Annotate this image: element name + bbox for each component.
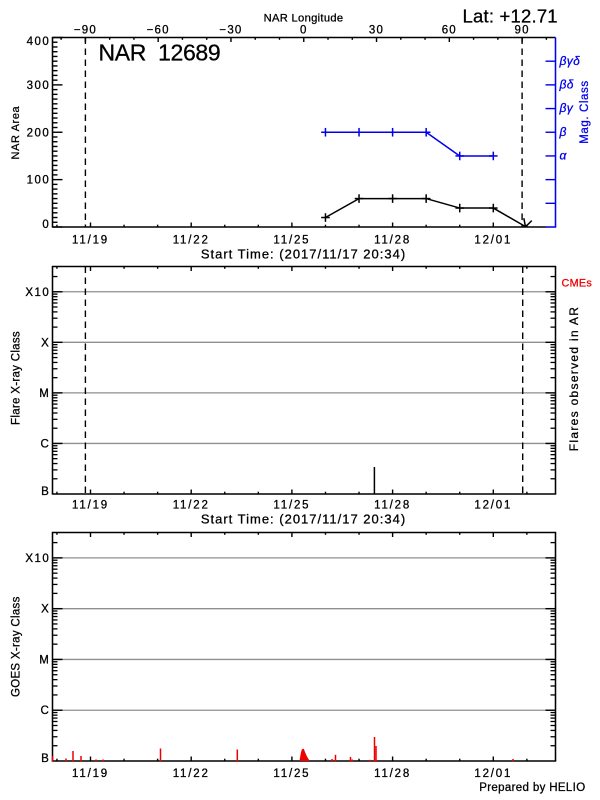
svg-text:Flares observed in AR: Flares observed in AR <box>567 306 581 451</box>
svg-text:11/25: 11/25 <box>273 234 310 246</box>
svg-text:−90: −90 <box>74 24 97 36</box>
svg-text:11/28: 11/28 <box>374 499 411 511</box>
svg-text:X10: X10 <box>25 553 50 565</box>
svg-text:12/01: 12/01 <box>474 234 512 246</box>
svg-text:X: X <box>41 604 50 616</box>
svg-text:M: M <box>39 388 50 400</box>
svg-text:−60: −60 <box>147 24 170 36</box>
svg-text:C: C <box>40 705 50 717</box>
svg-text:Lat: +12.71: Lat: +12.71 <box>463 6 558 27</box>
svg-text:M: M <box>39 654 50 666</box>
svg-text:C: C <box>40 438 50 450</box>
svg-text:B: B <box>41 486 50 498</box>
svg-text:100: 100 <box>27 175 51 187</box>
svg-text:11/22: 11/22 <box>173 499 210 511</box>
svg-text:NAR Longitude: NAR Longitude <box>264 13 344 25</box>
svg-text:60: 60 <box>442 24 457 36</box>
svg-text:NAR Area: NAR Area <box>10 105 22 159</box>
svg-text:Start Time: (2017/11/17 20:34): Start Time: (2017/11/17 20:34) <box>201 247 406 262</box>
svg-text:11/25: 11/25 <box>273 768 310 780</box>
svg-text:βδ: βδ <box>559 77 574 91</box>
svg-text:11/19: 11/19 <box>72 499 109 511</box>
svg-text:−30: −30 <box>219 24 242 36</box>
svg-text:11/22: 11/22 <box>173 234 210 246</box>
svg-text:12/01: 12/01 <box>474 499 512 511</box>
svg-text:300: 300 <box>27 80 51 92</box>
svg-text:B: B <box>41 753 50 765</box>
svg-text:400: 400 <box>27 36 51 48</box>
svg-text:X: X <box>41 337 50 349</box>
svg-text:CMEs: CMEs <box>562 278 593 290</box>
svg-text:Prepared by HELIO: Prepared by HELIO <box>479 782 585 794</box>
svg-text:11/28: 11/28 <box>374 234 411 246</box>
svg-text:NAR 12689: NAR 12689 <box>99 40 221 66</box>
svg-text:Start Time: (2017/11/17 20:34): Start Time: (2017/11/17 20:34) <box>201 511 406 526</box>
svg-text:11/19: 11/19 <box>72 768 109 780</box>
svg-text:βγ: βγ <box>559 101 574 115</box>
svg-text:11/22: 11/22 <box>173 768 210 780</box>
svg-text:11/25: 11/25 <box>273 499 310 511</box>
svg-text:12/01: 12/01 <box>474 768 512 780</box>
svg-text:Mag. Class: Mag. Class <box>579 80 591 144</box>
svg-text:Flare X-ray Class: Flare X-ray Class <box>11 331 23 425</box>
svg-text:30: 30 <box>369 24 384 36</box>
svg-text:βγδ: βγδ <box>559 54 581 68</box>
svg-text:α: α <box>560 149 568 163</box>
svg-text:11/28: 11/28 <box>374 768 411 780</box>
svg-text:90: 90 <box>514 24 529 36</box>
svg-text:200: 200 <box>27 127 51 139</box>
svg-text:β: β <box>559 125 567 139</box>
svg-text:0: 0 <box>300 24 308 36</box>
svg-text:X10: X10 <box>25 287 50 299</box>
svg-text:0: 0 <box>42 219 50 231</box>
svg-text:11/19: 11/19 <box>72 234 109 246</box>
svg-text:GOES X-ray Class: GOES X-ray Class <box>11 596 23 697</box>
